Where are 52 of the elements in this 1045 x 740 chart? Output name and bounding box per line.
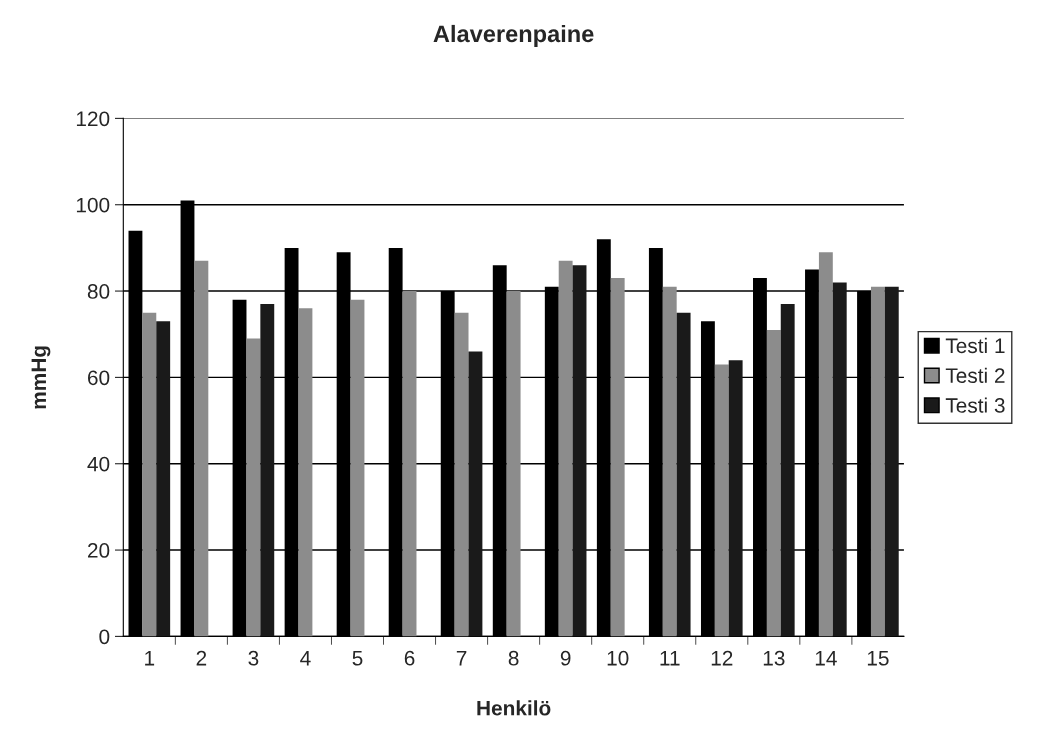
bar	[194, 260, 209, 637]
x-tick-label: 8	[508, 650, 519, 666]
x-tick-label: 11	[660, 651, 680, 666]
y-tick-label: 0	[99, 629, 110, 645]
y-tick-label: 60	[88, 370, 110, 386]
bar	[402, 291, 417, 637]
bar	[558, 260, 573, 637]
y-axis-title: mmHg	[31, 346, 51, 409]
bar	[832, 282, 847, 637]
x-tick-label: 12	[711, 650, 733, 666]
bar	[350, 299, 365, 637]
bar	[714, 364, 729, 637]
x-tick-label: 2	[196, 650, 207, 666]
bar	[142, 312, 157, 637]
bar	[156, 321, 171, 637]
y-tick-label: 20	[87, 543, 110, 558]
bar	[780, 304, 795, 637]
x-tick-label: 4	[300, 651, 311, 666]
bar	[610, 278, 625, 637]
x-tick-label: 15	[867, 651, 889, 666]
x-tick-label: 3	[248, 650, 259, 666]
bar	[728, 360, 743, 637]
x-tick-label: 7	[456, 651, 467, 666]
bar	[572, 265, 587, 637]
bar	[884, 286, 899, 637]
bar	[870, 286, 885, 637]
bar	[468, 351, 483, 637]
x-tick-label: 5	[352, 651, 363, 666]
x-tick-label: 1	[145, 651, 155, 666]
y-tick-label: 120	[76, 111, 110, 127]
bar	[662, 286, 677, 637]
bar	[260, 304, 275, 637]
bar	[506, 291, 521, 637]
legend-label: Testi 3	[945, 397, 1005, 413]
x-tick-label: 14	[815, 651, 837, 666]
x-axis-title: Henkilö	[477, 700, 551, 716]
y-tick-label: 40	[87, 456, 110, 472]
x-tick-label: 10	[607, 650, 629, 666]
legend-label: Testi 1	[945, 337, 1005, 354]
legend-label: Testi 2	[945, 367, 1005, 383]
bar	[766, 329, 781, 637]
bar	[818, 252, 833, 637]
bar	[298, 308, 313, 637]
bar	[676, 312, 691, 637]
chart-title: Alaverenpaine	[433, 24, 594, 47]
x-tick-label: 13	[763, 650, 785, 666]
y-tick-label: 80	[87, 284, 110, 299]
bar	[246, 338, 261, 637]
x-tick-label: 6	[404, 650, 415, 666]
y-tick-label: 100	[76, 197, 110, 213]
bar	[454, 312, 469, 637]
x-tick-label: 9	[560, 650, 571, 666]
